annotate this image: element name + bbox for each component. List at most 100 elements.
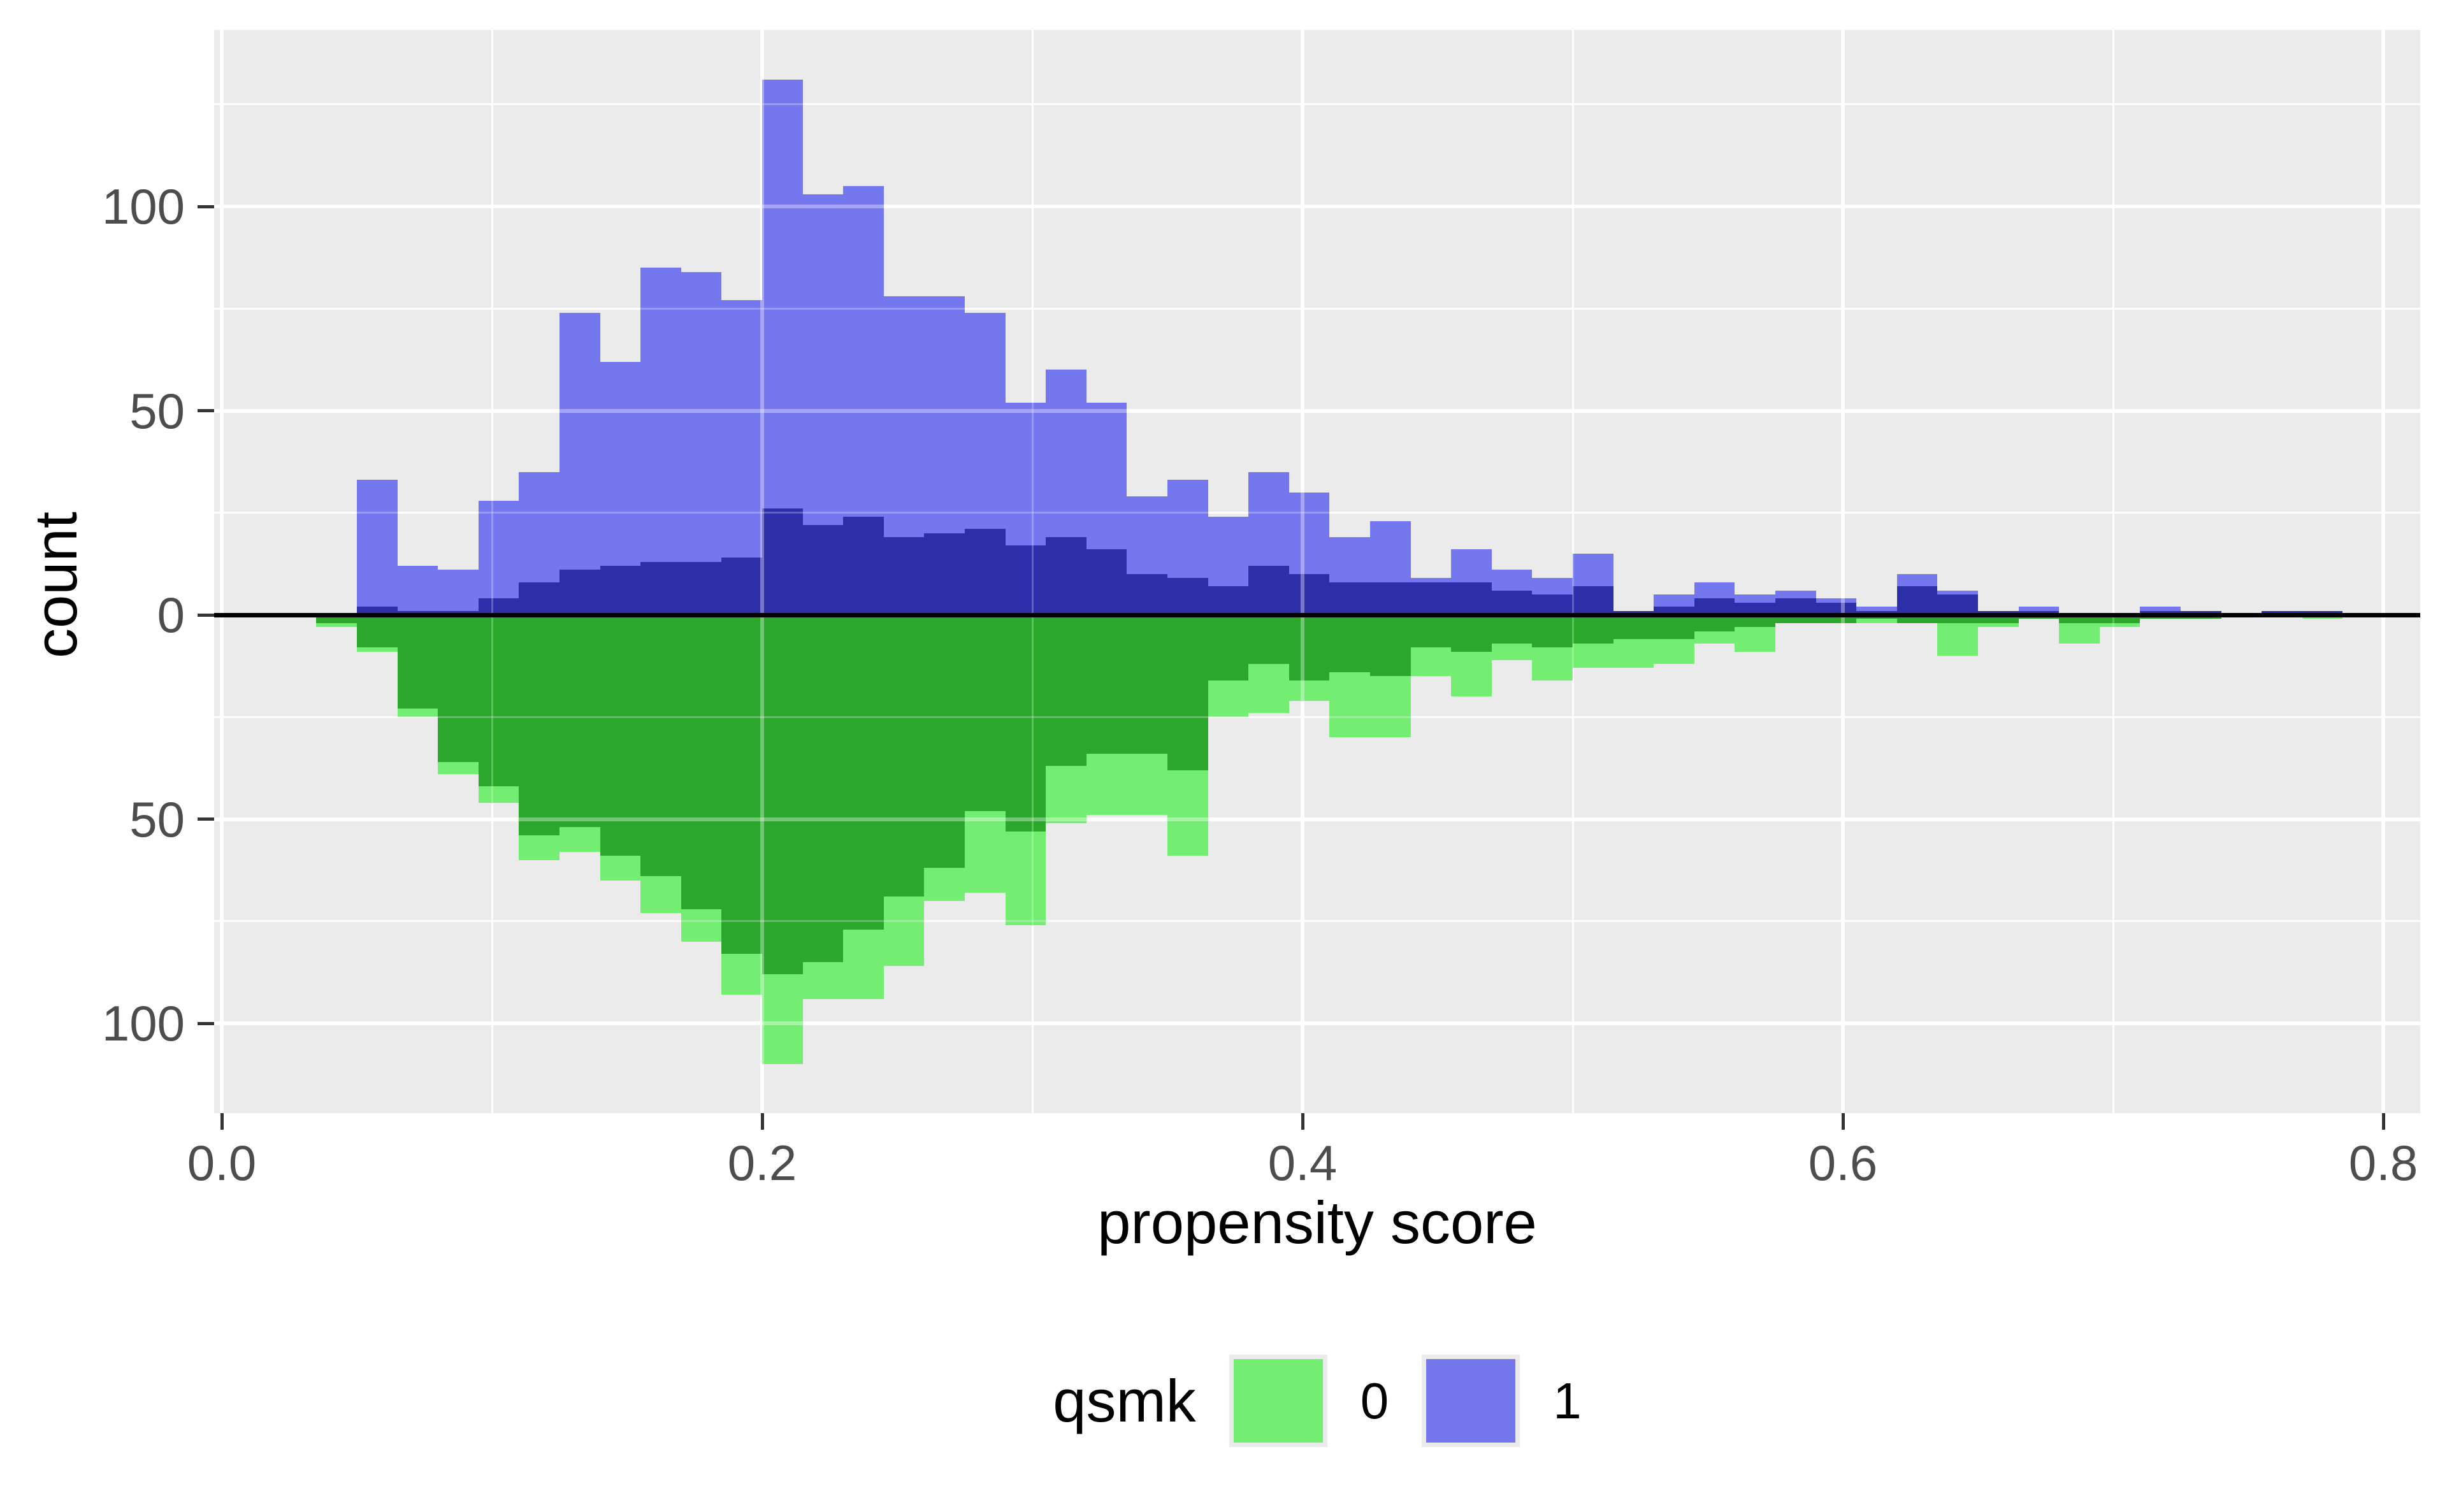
x-tick-mark xyxy=(760,1113,764,1130)
y-tick-label: 100 xyxy=(101,178,185,234)
zero-axis-line xyxy=(214,612,2420,617)
gridline-x-major xyxy=(220,30,224,1113)
histogram-bar-green-dark xyxy=(1491,615,1533,644)
histogram-bar-green-dark xyxy=(519,615,559,836)
histogram-bar-green-dark xyxy=(1046,615,1086,767)
gridline-x-minor xyxy=(491,30,493,1113)
gridline-y-major xyxy=(214,205,2420,208)
y-tick-mark xyxy=(198,613,214,617)
gridline-y-minor xyxy=(214,512,2420,514)
histogram-bar-blue-light xyxy=(559,312,600,615)
histogram-bar-blue-dark xyxy=(1329,582,1370,615)
histogram-bar-blue-dark xyxy=(1573,586,1613,615)
histogram-bar-blue-dark xyxy=(1248,566,1289,615)
x-axis-title: propensity score xyxy=(1097,1189,1537,1256)
histogram-bar-green-dark xyxy=(1451,615,1492,652)
y-tick-label: 0 xyxy=(157,587,185,643)
gridline-y-minor xyxy=(214,307,2420,310)
histogram-bar-blue-dark xyxy=(883,537,925,615)
histogram-bar-green-dark xyxy=(1654,615,1694,640)
y-tick-mark xyxy=(198,1021,214,1025)
gridline-y-minor xyxy=(214,920,2420,923)
x-tick-mark xyxy=(1841,1113,1845,1130)
histogram-bar-green-dark xyxy=(559,615,600,828)
histogram-bar-blue-dark xyxy=(1735,602,1775,615)
gridline-x-minor xyxy=(2112,30,2114,1113)
histogram-bar-green-dark xyxy=(681,615,722,909)
x-tick-mark xyxy=(1301,1113,1304,1130)
x-tick-label: 0.2 xyxy=(727,1135,797,1191)
histogram-bar-green-dark xyxy=(883,615,925,897)
gridline-x-major xyxy=(1841,30,1845,1113)
histogram-bar-blue-light xyxy=(640,268,681,615)
histogram-bar-blue-dark xyxy=(1694,598,1735,615)
y-axis-title: count xyxy=(22,512,89,658)
legend-label-1: 1 xyxy=(1553,1372,1582,1429)
gridline-x-major xyxy=(1301,30,1304,1113)
histogram-bar-blue-dark xyxy=(1370,582,1411,615)
histogram-bar-blue-dark xyxy=(1937,594,1978,615)
legend-swatch-0-icon xyxy=(1233,1359,1323,1443)
histogram-bar-blue-dark xyxy=(600,566,641,615)
histogram-bar-blue-dark xyxy=(843,517,884,615)
histogram-bar-green-dark xyxy=(1086,615,1127,754)
gridline-x-minor xyxy=(1571,30,1574,1113)
gridline-y-major xyxy=(214,817,2420,821)
x-axis-title-row: propensity score xyxy=(214,1193,2420,1253)
histogram-bar-green-dark xyxy=(721,615,762,954)
histogram-bar-blue-dark xyxy=(1491,590,1533,615)
histogram-bar-blue-dark xyxy=(519,582,559,615)
gridline-y-major xyxy=(214,1021,2420,1025)
y-tick-mark xyxy=(198,409,214,412)
histogram-bar-blue-dark xyxy=(1167,578,1208,615)
gridline-y-major xyxy=(214,205,2420,208)
histogram-bar-green-dark xyxy=(965,615,1006,811)
gridline-x-major xyxy=(220,30,224,1113)
legend-title: qsmk xyxy=(1053,1367,1196,1434)
gridline-y-minor xyxy=(214,103,2420,106)
histogram-bar-green-dark xyxy=(1127,615,1167,754)
histogram-bar-green-dark xyxy=(397,615,438,709)
histogram-bar-blue-dark xyxy=(559,570,600,615)
gridline-y-minor xyxy=(214,920,2420,923)
histogram-bar-blue-dark xyxy=(1127,573,1167,615)
histogram-bar-blue-dark xyxy=(1815,602,1857,615)
histogram-bar-blue-dark xyxy=(681,561,722,615)
y-tick-label: 50 xyxy=(129,382,185,439)
histogram-bar-blue-dark xyxy=(1410,582,1452,615)
gridline-x-major xyxy=(760,30,764,1113)
histogram-bar-green-dark xyxy=(1532,615,1573,648)
x-tick-label: 0.6 xyxy=(1808,1135,1878,1191)
gridline-y-minor xyxy=(214,103,2420,106)
histogram-bar-green-dark xyxy=(1370,615,1411,677)
gridline-x-major xyxy=(1841,30,1845,1113)
gridline-y-major xyxy=(214,817,2420,821)
histogram-bar-blue-dark xyxy=(721,558,762,615)
histogram-bar-blue-dark xyxy=(1208,586,1249,615)
histogram-bar-green-dark xyxy=(1208,615,1249,680)
histogram-bar-blue-dark xyxy=(1086,549,1127,615)
histogram-bar-green-dark xyxy=(1410,615,1452,648)
histogram-bar-green-dark xyxy=(924,615,965,868)
gridline-y-major xyxy=(214,408,2420,413)
histogram-bar-green-dark xyxy=(1005,615,1046,832)
legend: qsmk 0 1 xyxy=(214,1355,2420,1447)
histogram-bar-blue-light xyxy=(438,570,479,615)
histogram-bar-green-dark xyxy=(1329,615,1370,672)
histogram-bar-blue-dark xyxy=(762,508,803,615)
histogram-bar-blue-light xyxy=(357,480,398,615)
gridline-x-major xyxy=(2381,30,2385,1113)
histogram-bar-green-dark xyxy=(640,615,681,877)
gridline-x-minor xyxy=(2112,30,2114,1113)
histogram-bar-green-dark xyxy=(1735,615,1775,628)
gridline-y-major xyxy=(214,1021,2420,1025)
x-tick-mark xyxy=(220,1113,224,1130)
x-tick-label: 0.0 xyxy=(187,1135,257,1191)
histogram-bar-blue-light xyxy=(397,566,438,615)
histogram-bar-green-dark xyxy=(802,615,844,962)
gridline-x-major xyxy=(2381,30,2385,1113)
histogram-bar-green-dark xyxy=(1694,615,1735,631)
histogram-bar-green-dark xyxy=(357,615,398,648)
histogram-bar-green-dark xyxy=(1613,615,1654,640)
y-tick-label: 50 xyxy=(129,791,185,847)
